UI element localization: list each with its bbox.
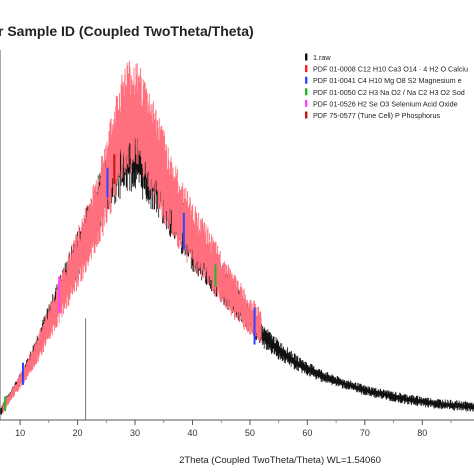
x-ticks: 10 20 30 40 50 60 70 80: [15, 420, 452, 438]
x-axis-label: 2Theta (Coupled TwoTheta/Theta) WL=1.540…: [179, 455, 381, 466]
x-tick-label: 50: [245, 428, 255, 438]
legend-entry: PDF 01-0050 C2 H3 Na O2 / Na C2 H3 O2 So…: [313, 88, 465, 97]
legend-entry: PDF 01-0526 H2 Se O3 Selenium Acid Oxide: [313, 99, 458, 108]
x-tick-label: 40: [187, 428, 197, 438]
plot-area: [0, 60, 474, 420]
legend-box: [300, 49, 474, 131]
legend-entry: PDF 01-0008 C12 H10 Ca3 O14 · 4 H2 O Cal…: [313, 65, 468, 74]
x-tick-label: 20: [73, 428, 83, 438]
series-1-trend: [2, 112, 262, 410]
legend-swatch: [305, 111, 308, 119]
legend-swatch: [305, 88, 308, 96]
x-tick-label: 60: [302, 428, 312, 438]
legend-entry: 1.raw: [313, 53, 331, 62]
x-tick-label: 30: [130, 428, 140, 438]
legend-swatch: [305, 53, 308, 61]
legend-entry: PDF 75-0577 (Tune Cell) P Phosphorus: [313, 111, 440, 120]
axes: [0, 50, 474, 421]
legend-swatch: [305, 76, 308, 84]
x-tick-label: 80: [417, 428, 427, 438]
legend: 1.raw PDF 01-0008 C12 H10 Ca3 O14 · 4 H2 …: [300, 49, 474, 131]
legend-swatch: [305, 99, 308, 107]
chart-title: r Sample ID (Coupled TwoTheta/Theta): [0, 23, 254, 39]
x-tick-label: 70: [360, 428, 370, 438]
legend-swatch: [305, 65, 308, 73]
legend-entry: PDF 01-0041 C4 H10 Mg O8 S2 Magnesium e: [313, 76, 462, 85]
x-tick-label: 10: [15, 428, 25, 438]
